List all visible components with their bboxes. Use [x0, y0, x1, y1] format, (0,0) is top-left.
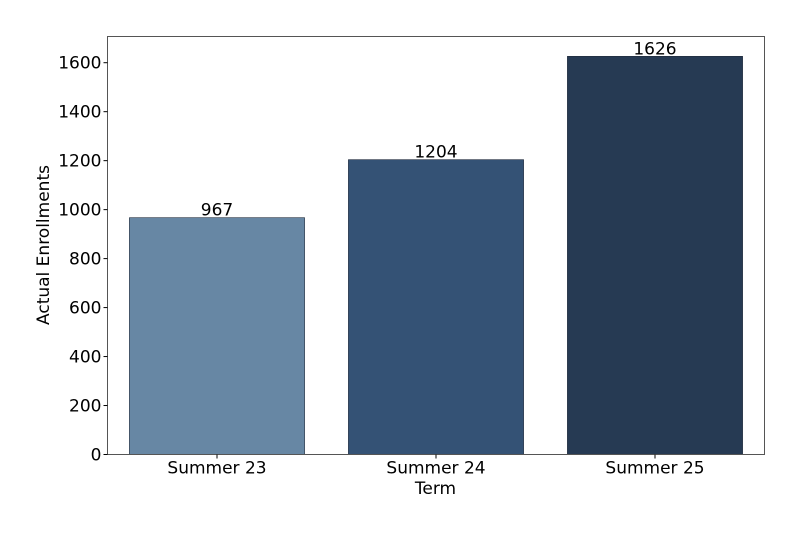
y-tick-label: 400	[69, 348, 101, 368]
y-tick-label: 800	[69, 250, 101, 270]
y-axis: 0 200 400 600 800 1000 1200 1400 1600	[58, 54, 108, 466]
bar-summer-25	[567, 56, 743, 455]
y-tick-label: 1400	[58, 103, 101, 123]
x-axis: Summer 23 Summer 24 Summer 25	[167, 454, 705, 479]
y-tick-label: 600	[69, 299, 101, 319]
x-tick-label: Summer 25	[605, 459, 704, 479]
bar-summer-24	[348, 159, 524, 455]
y-axis-label: Actual Enrollments	[34, 165, 54, 325]
data-label: 1204	[414, 143, 457, 163]
y-tick-label: 200	[69, 397, 101, 417]
x-axis-label: Term	[414, 479, 456, 499]
bar-summer-23	[129, 217, 305, 455]
bars: 967 1204 1626	[129, 39, 743, 455]
y-tick-label: 1200	[58, 152, 101, 172]
y-tick-label: 1600	[58, 54, 101, 74]
x-tick-label: Summer 24	[386, 459, 485, 479]
data-label: 1626	[633, 39, 676, 59]
y-tick-label: 0	[91, 446, 102, 466]
y-tick-label: 1000	[58, 201, 101, 221]
data-label: 967	[201, 201, 233, 221]
x-tick-label: Summer 23	[167, 459, 266, 479]
